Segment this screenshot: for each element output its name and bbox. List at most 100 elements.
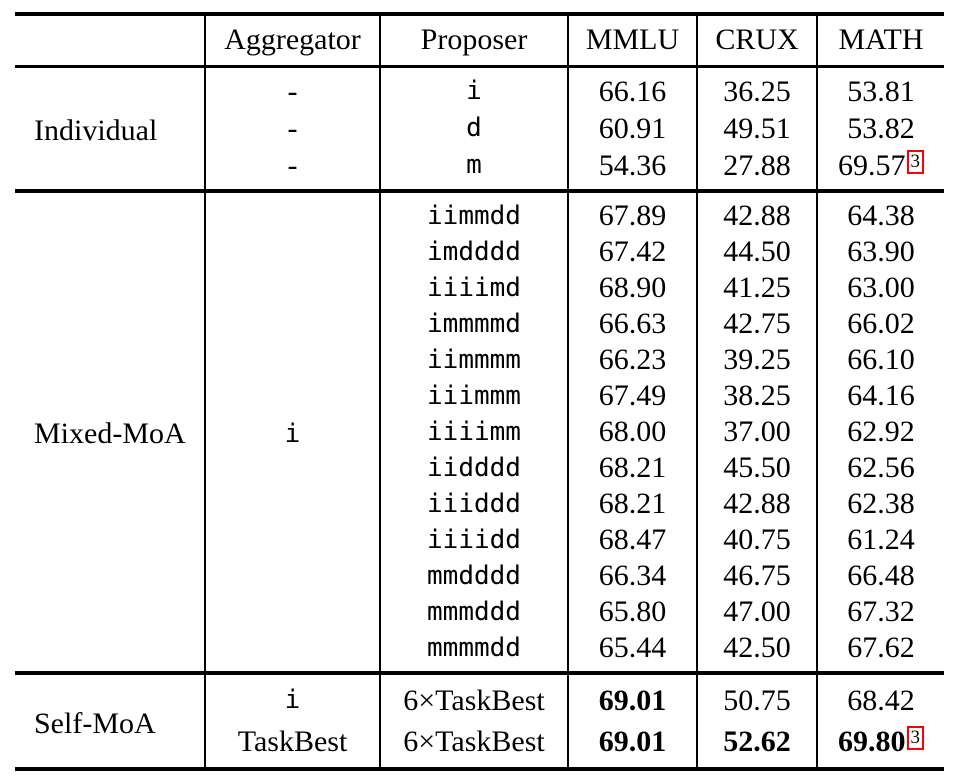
table-row: Mixed-MoA i iimmdd 67.89 42.88 64.38 xyxy=(15,190,944,673)
cell-aggregator: i xyxy=(204,190,380,673)
section-label-mixed-moa: Mixed-MoA xyxy=(34,417,186,450)
cell-mmlu: 66.23 xyxy=(567,341,697,378)
cell-proposer: iimmdd xyxy=(379,190,568,234)
cell-proposer: 6×TaskBest xyxy=(379,672,568,721)
table-row: iimmmm 66.23 39.25 66.10 xyxy=(15,341,944,378)
cell-math: 62.38 xyxy=(816,485,944,522)
table-row: iidddd 68.21 45.50 62.56 xyxy=(15,449,944,486)
cell-mmlu: 67.49 xyxy=(567,377,697,414)
cell-aggregator: TaskBest xyxy=(204,720,380,769)
table-row: Self-MoA i 6×TaskBest 69.01 50.75 68.42 xyxy=(15,672,944,740)
cell-math: 69.80 3 xyxy=(816,720,944,769)
cell-math: 67.32 xyxy=(816,593,944,630)
table-row: iiiidd 68.47 40.75 61.24 xyxy=(15,521,944,558)
cell-mmlu: 65.44 xyxy=(567,629,697,673)
cell-crux: 46.75 xyxy=(696,557,817,594)
cell-mmlu: 60.91 xyxy=(567,109,697,147)
column-header-group xyxy=(15,14,205,66)
cell-math: 66.02 xyxy=(816,305,944,342)
table-row: - d 60.91 49.51 53.82 xyxy=(15,109,944,147)
column-header-proposer: Proposer xyxy=(379,14,568,66)
cell-math: 66.10 xyxy=(816,341,944,378)
cell-proposer: m xyxy=(379,146,568,191)
cell-crux: 47.00 xyxy=(696,593,817,630)
cell-mmlu: 69.01 xyxy=(567,672,697,721)
section-self-moa: Self-MoA i 6×TaskBest 69.01 50.75 68.42 … xyxy=(15,672,944,769)
cell-mmlu: 69.01 xyxy=(567,720,697,769)
column-header-crux: CRUX xyxy=(696,14,817,66)
math-score: 69.80 xyxy=(838,724,906,758)
footnote-link-3[interactable]: 3 xyxy=(906,725,924,750)
cell-crux: 36.25 xyxy=(696,66,817,110)
cell-proposer: iiiddd xyxy=(379,485,568,522)
cell-proposer: d xyxy=(379,109,568,147)
math-score: 69.57 xyxy=(838,148,906,182)
table-row: iiiddd 68.21 42.88 62.38 xyxy=(15,485,944,522)
cell-aggregator: - xyxy=(204,66,380,110)
cell-mmlu: 68.90 xyxy=(567,269,697,306)
cell-mmlu: 68.47 xyxy=(567,521,697,558)
table-header: Aggregator Proposer MMLU CRUX MATH xyxy=(15,14,944,66)
table-row: TaskBest 6×TaskBest 69.01 52.62 69.80 3 xyxy=(15,720,944,769)
cell-proposer: iiiidd xyxy=(379,521,568,558)
cell-proposer: iiiimm xyxy=(379,413,568,450)
cell-crux: 37.00 xyxy=(696,413,817,450)
cell-aggregator: - xyxy=(204,146,380,191)
cell-math: 64.16 xyxy=(816,377,944,414)
table-row: mmdddd 66.34 46.75 66.48 xyxy=(15,557,944,594)
cell-proposer: immmmd xyxy=(379,305,568,342)
table-row: iiimmm 67.49 38.25 64.16 xyxy=(15,377,944,414)
table-row: immmmd 66.63 42.75 66.02 xyxy=(15,305,944,342)
cell-aggregator: - xyxy=(204,109,380,147)
cell-math: 67.62 xyxy=(816,629,944,673)
cell-math: 69.57 3 xyxy=(816,146,944,191)
cell-proposer: iimmmm xyxy=(379,341,568,378)
section-mixed-moa: Mixed-MoA i iimmdd 67.89 42.88 64.38 imd… xyxy=(15,190,944,673)
column-header-math: MATH xyxy=(816,14,944,66)
cell-proposer: i xyxy=(379,66,568,110)
cell-crux: 38.25 xyxy=(696,377,817,414)
cell-mmlu: 68.21 xyxy=(567,485,697,522)
cell-crux: 49.51 xyxy=(696,109,817,147)
section-individual: Individual - i 66.16 36.25 53.81 - d 60.… xyxy=(15,66,944,191)
table-row: mmmmdd 65.44 42.50 67.62 xyxy=(15,629,944,673)
table-row: iiiimm 68.00 37.00 62.92 xyxy=(15,413,944,450)
cell-crux: 42.88 xyxy=(696,485,817,522)
table-row: imdddd 67.42 44.50 63.90 xyxy=(15,233,944,270)
cell-crux: 42.50 xyxy=(696,629,817,673)
cell-crux: 52.62 xyxy=(696,720,817,769)
cell-aggregator: i xyxy=(204,672,380,721)
cell-proposer: 6×TaskBest xyxy=(379,720,568,769)
cell-mmlu: 67.89 xyxy=(567,190,697,234)
section-label-self-moa: Self-MoA xyxy=(34,706,156,740)
cell-math: 66.48 xyxy=(816,557,944,594)
cell-math: 53.81 xyxy=(816,66,944,110)
results-table: Aggregator Proposer MMLU CRUX MATH Indiv… xyxy=(15,12,944,771)
cell-crux: 44.50 xyxy=(696,233,817,270)
header-row: Aggregator Proposer MMLU CRUX MATH xyxy=(15,14,944,66)
cell-proposer: mmdddd xyxy=(379,557,568,594)
column-header-mmlu: MMLU xyxy=(567,14,697,66)
cell-mmlu: 68.21 xyxy=(567,449,697,486)
footnote-link-3[interactable]: 3 xyxy=(906,149,924,174)
cell-mmlu: 67.42 xyxy=(567,233,697,270)
cell-crux: 39.25 xyxy=(696,341,817,378)
cell-math: 62.92 xyxy=(816,413,944,450)
cell-crux: 42.88 xyxy=(696,190,817,234)
cell-proposer: iiiimd xyxy=(379,269,568,306)
column-header-aggregator: Aggregator xyxy=(204,14,380,66)
cell-math: 61.24 xyxy=(816,521,944,558)
cell-crux: 27.88 xyxy=(696,146,817,191)
cell-proposer: iiimmm xyxy=(379,377,568,414)
table-row: - m 54.36 27.88 69.57 3 xyxy=(15,146,944,191)
cell-crux: 50.75 xyxy=(696,672,817,721)
cell-mmlu: 66.34 xyxy=(567,557,697,594)
cell-math: 53.82 xyxy=(816,109,944,147)
cell-math: 63.00 xyxy=(816,269,944,306)
cell-crux: 41.25 xyxy=(696,269,817,306)
cell-math: 68.42 xyxy=(816,672,944,721)
table-row: mmmddd 65.80 47.00 67.32 xyxy=(15,593,944,630)
table-row: iiiimd 68.90 41.25 63.00 xyxy=(15,269,944,306)
cell-proposer: mmmmdd xyxy=(379,629,568,673)
